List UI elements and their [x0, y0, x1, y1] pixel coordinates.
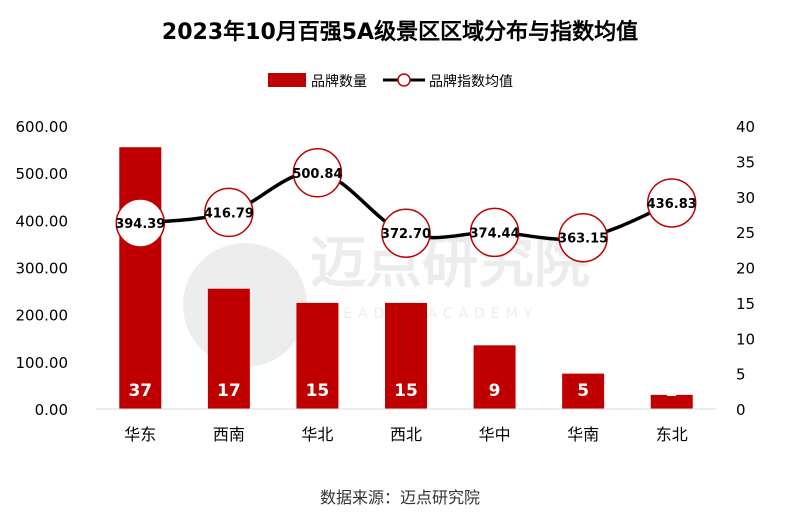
x-tick-label: 东北: [656, 425, 688, 444]
watermark-subtext: MEADIN ACADEMY: [325, 306, 538, 322]
line-value-label: 436.83: [647, 197, 697, 212]
line-value-label: 394.39: [115, 217, 165, 232]
y-right-tick-label: 15: [736, 295, 755, 313]
bar: [562, 373, 605, 409]
legend-label-line: 品牌指数均值: [429, 73, 513, 90]
line-series: 394.39 416.79 500.84 372.70 374.44 363.15 436.…: [115, 148, 697, 263]
y-right-tick-label: 40: [736, 118, 755, 136]
x-tick-label: 西南: [213, 425, 245, 444]
watermark-text: 迈点研究院: [310, 231, 590, 296]
y-left-tick-label: 300.00: [16, 260, 69, 278]
bar: [650, 394, 693, 409]
y-left-tick-label: 100.00: [16, 354, 69, 372]
x-tick-label: 华南: [567, 425, 599, 444]
chart-title: 2023年10月百强5A级景区区域分布与指数均值: [162, 19, 638, 45]
line-value-label: 363.15: [558, 232, 608, 247]
y-right-tick-label: 30: [736, 189, 755, 207]
line-value-label: 374.44: [469, 226, 519, 241]
x-tick-label: 西北: [390, 425, 422, 444]
x-tick-label: 华北: [301, 425, 333, 444]
y-right-tick-label: 35: [736, 153, 755, 171]
bar-value-label: 9: [489, 381, 501, 401]
y-right-tick-label: 5: [736, 366, 746, 384]
line-point-marker: [558, 212, 608, 263]
line-point-marker: [204, 187, 254, 238]
line-point-marker: [292, 148, 343, 198]
x-tick-label: 华东: [124, 425, 156, 444]
source-note: 数据来源：迈点研究院: [320, 488, 480, 507]
y-axis-right: 0 5 10 15 20 25 30 35 40: [736, 118, 755, 419]
bar-value-label: 5: [577, 381, 589, 401]
legend-swatch-bar: [268, 73, 306, 87]
line-value-label: 372.70: [381, 227, 431, 242]
bar-value-label: 17: [217, 381, 241, 401]
y-right-tick-label: 20: [736, 260, 755, 278]
legend: 品牌数量 品牌指数均值: [268, 73, 513, 90]
y-left-tick-label: 400.00: [16, 212, 69, 230]
bar-value-label: 15: [306, 381, 330, 401]
bar-value-label: 37: [128, 381, 152, 401]
line-point-marker: [469, 207, 520, 258]
y-left-tick-label: 500.00: [16, 165, 69, 183]
y-right-tick-label: 25: [736, 224, 755, 242]
line-point-marker: [646, 178, 697, 228]
y-left-tick-label: 200.00: [16, 307, 69, 325]
line-point-marker: [115, 198, 166, 248]
y-left-tick-label: 0.00: [35, 401, 68, 419]
bar-value-label: 15: [394, 381, 418, 401]
y-right-tick-label: 10: [736, 330, 755, 348]
x-tick-label: 华中: [479, 425, 511, 444]
legend-label-bar: 品牌数量: [311, 73, 367, 90]
bar: [119, 147, 162, 409]
line-value-label: 500.84: [292, 167, 342, 182]
legend-swatch-marker: [397, 73, 411, 87]
bar-value-label: 2: [666, 381, 678, 401]
y-right-tick-label: 0: [736, 401, 746, 419]
bar: [473, 345, 516, 409]
bar: [296, 302, 339, 409]
y-left-tick-label: 600.00: [16, 118, 69, 136]
bar: [385, 302, 427, 409]
line-point-marker: [381, 208, 431, 258]
bar-series: 37 17 15 15 9 5 2: [119, 147, 693, 409]
line-value-label: 416.79: [204, 206, 254, 221]
x-axis: 华东 西南 华北 西北 华中 华南 东北: [96, 408, 716, 444]
bar: [207, 288, 250, 409]
y-axis-left: 0.00 100.00 200.00 300.00 400.00 500.00 600.00: [16, 118, 69, 419]
